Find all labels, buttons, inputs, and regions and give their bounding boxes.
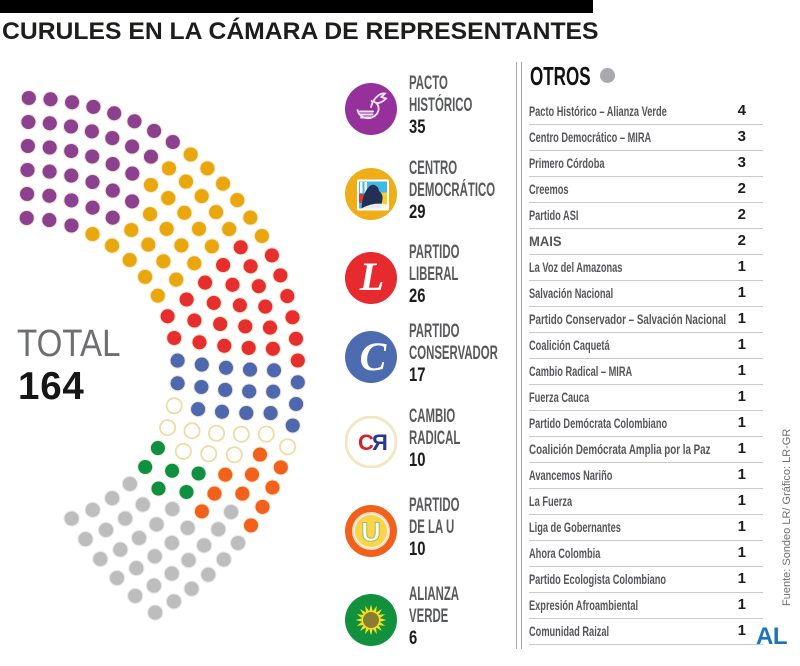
svg-text:U: U [361, 517, 381, 547]
svg-text:L: L [359, 254, 384, 299]
svg-text:C: C [358, 430, 374, 455]
svg-text:C: C [360, 334, 388, 379]
svg-text:Я: Я [372, 430, 388, 455]
